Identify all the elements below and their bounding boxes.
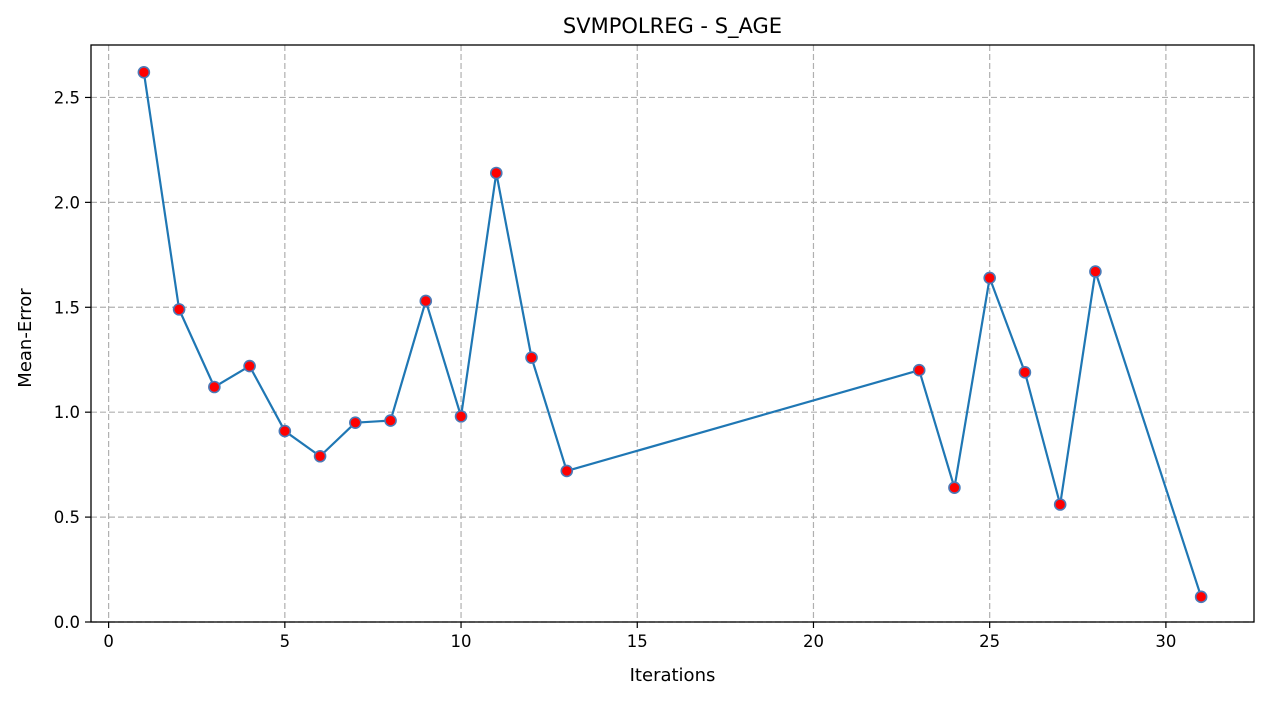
- data-point: [1018, 366, 1032, 379]
- x-tick-label: 0: [103, 632, 114, 651]
- y-axis-label: Mean-Error: [15, 288, 36, 388]
- x-tick-label: 10: [451, 632, 472, 651]
- y-tick-label: 2.5: [54, 88, 80, 107]
- y-tick-label: 2.0: [54, 193, 80, 212]
- y-tick-label: 0.0: [54, 613, 80, 632]
- data-point: [137, 65, 151, 79]
- data-point: [912, 363, 926, 377]
- x-tick-label: 25: [979, 632, 1000, 651]
- chart-title: SVMPOLREG - S_AGE: [563, 14, 782, 39]
- data-point: [208, 380, 221, 394]
- grid: [91, 45, 1254, 623]
- data-point: [560, 464, 574, 478]
- data-point: [313, 449, 327, 463]
- data-point: [1053, 498, 1067, 511]
- data-point: [525, 351, 538, 364]
- axis-ticks: 0 5 10 15 20 25 30 0.0 0.5 1.0 1.5 2.0 2.5: [54, 88, 1177, 651]
- y-tick-label: 0.5: [54, 508, 80, 527]
- plot-frame: [90, 44, 1255, 623]
- data-point: [983, 271, 996, 285]
- data-point: [243, 359, 256, 373]
- x-tick-label: 15: [627, 632, 648, 651]
- data-point: [489, 166, 503, 180]
- data-point: [1089, 265, 1102, 278]
- series-line: [142, 72, 1203, 598]
- x-tick-label: 5: [280, 632, 291, 651]
- data-point: [349, 416, 362, 429]
- x-axis-label: Iterations: [630, 665, 716, 686]
- x-tick-label: 20: [803, 632, 824, 651]
- x-tick-label: 30: [1155, 632, 1176, 651]
- data-point: [454, 410, 468, 423]
- data-point: [172, 303, 186, 316]
- data-point: [1194, 590, 1208, 604]
- data-point: [419, 294, 433, 308]
- data-point: [384, 414, 397, 427]
- y-tick-label: 1.0: [54, 403, 80, 422]
- series-layer: [137, 65, 1208, 604]
- data-point: [948, 481, 961, 495]
- data-point: [278, 424, 292, 438]
- y-tick-label: 1.5: [54, 298, 80, 317]
